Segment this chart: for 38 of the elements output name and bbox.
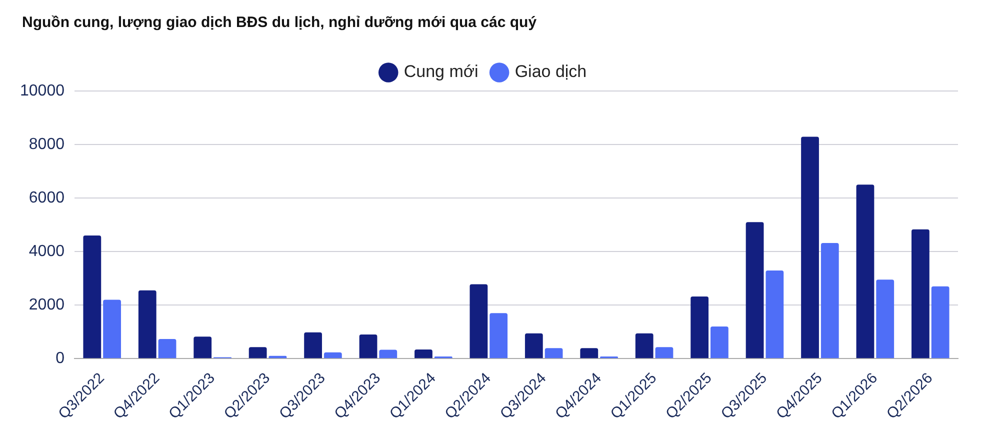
bar bbox=[580, 348, 598, 358]
bar bbox=[194, 336, 212, 358]
legend-label: Cung mới bbox=[404, 62, 478, 82]
bar bbox=[414, 349, 432, 358]
bar bbox=[876, 280, 894, 358]
y-tick-label: 4000 bbox=[28, 242, 65, 260]
bar bbox=[248, 347, 267, 358]
bar bbox=[856, 184, 874, 358]
bar bbox=[655, 347, 674, 358]
bar bbox=[912, 229, 930, 358]
y-tick-label: 0 bbox=[56, 350, 65, 367]
bar bbox=[524, 333, 543, 358]
bar bbox=[158, 339, 176, 358]
bar bbox=[635, 333, 654, 358]
y-tick-label: 8000 bbox=[28, 136, 65, 153]
bar bbox=[470, 284, 488, 358]
bar bbox=[379, 350, 398, 358]
y-tick-label: 6000 bbox=[28, 189, 65, 206]
bar bbox=[359, 334, 378, 358]
bar bbox=[690, 296, 709, 358]
bar bbox=[83, 235, 102, 358]
bar bbox=[820, 242, 839, 358]
bar bbox=[710, 326, 728, 358]
legend-label: Giao dịch bbox=[514, 62, 587, 82]
bar bbox=[766, 270, 784, 358]
bar bbox=[544, 348, 563, 358]
chart-title: Nguồn cung, lượng giao dịch BĐS du lịch, nghỉ dưỡng mới qua các quý bbox=[22, 14, 537, 31]
bar bbox=[138, 290, 156, 358]
bar bbox=[268, 356, 287, 358]
bar bbox=[490, 313, 508, 358]
y-tick-label: 10000 bbox=[20, 82, 65, 100]
bar bbox=[324, 352, 342, 358]
bar bbox=[801, 136, 819, 358]
bar bbox=[103, 300, 121, 358]
bar bbox=[931, 286, 950, 358]
y-tick-label: 2000 bbox=[28, 296, 65, 314]
bar bbox=[746, 222, 764, 358]
bar bbox=[304, 332, 322, 358]
